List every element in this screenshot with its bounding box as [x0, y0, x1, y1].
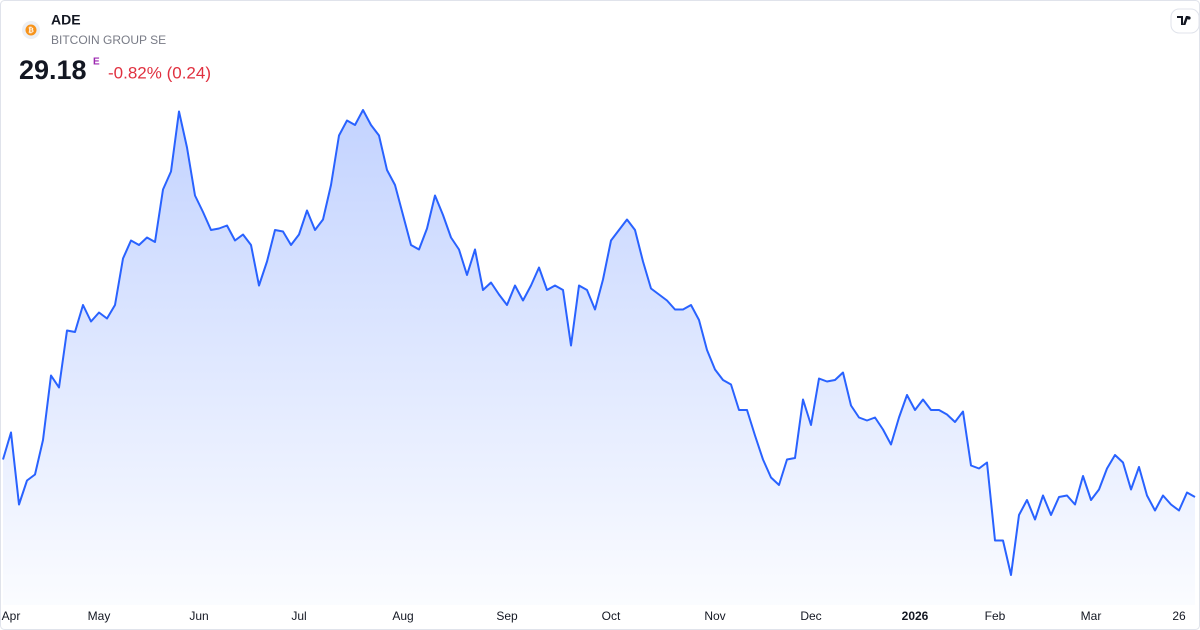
price-change: -0.82% (0.24) — [108, 63, 211, 82]
x-tick-label: Oct — [602, 609, 621, 623]
symbol: ADE — [51, 12, 81, 28]
area-fill — [3, 110, 1195, 605]
x-tick-label: Jul — [291, 609, 306, 623]
tradingview-logo[interactable] — [1170, 8, 1200, 34]
price: 29.18 — [19, 55, 87, 85]
x-tick-label: Dec — [800, 609, 821, 623]
description: BITCOIN GROUP SE — [51, 33, 166, 47]
x-tick-label: 2026 — [902, 609, 929, 623]
x-tick-label: Aug — [392, 609, 413, 623]
x-tick-label: Jun — [189, 609, 208, 623]
x-tick-label: Nov — [704, 609, 725, 623]
x-tick-label: 26 — [1172, 609, 1186, 623]
svg-text:₿: ₿ — [28, 26, 34, 34]
x-tick-label: Feb — [985, 609, 1006, 623]
symbol-logo: ₿ — [22, 21, 40, 39]
x-tick-label: Sep — [496, 609, 518, 623]
x-tick-label: Mar — [1081, 609, 1102, 623]
price-line — [2, 109, 1196, 576]
x-tick-label: May — [88, 609, 111, 623]
x-tick-label: Apr — [2, 609, 21, 623]
plot-area: Apr May Jun Jul Aug Sep Oct Nov Dec 2026 Feb Mar 26 — [2, 109, 1196, 623]
price-flag: E — [93, 57, 100, 68]
